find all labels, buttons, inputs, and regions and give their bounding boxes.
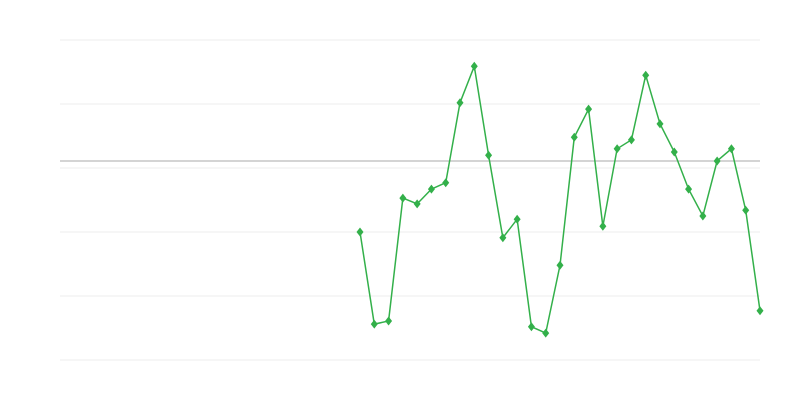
data-point [556, 260, 564, 270]
data-point [713, 156, 721, 166]
data-point [385, 316, 393, 326]
data-point [485, 150, 493, 160]
data-point [427, 184, 435, 194]
series-line [359, 63, 761, 335]
data-point [613, 144, 621, 154]
data-point [599, 221, 607, 231]
data-point [670, 147, 678, 157]
data-point [727, 144, 735, 154]
data-point [542, 328, 550, 338]
data-point [570, 132, 578, 142]
data-point [499, 233, 507, 243]
data-point [470, 61, 478, 71]
data-point [513, 214, 521, 224]
gridlines [60, 39, 760, 361]
data-point [456, 98, 464, 108]
data-point [527, 322, 535, 332]
data-point [399, 193, 407, 203]
data-point [685, 184, 693, 194]
data-point [356, 227, 364, 237]
data-point [370, 319, 378, 329]
data-point [656, 119, 664, 129]
data-point [742, 205, 750, 215]
data-point [756, 306, 764, 316]
data-point [699, 211, 707, 221]
series-markers [356, 61, 764, 338]
data-point [413, 199, 421, 209]
data-point [442, 178, 450, 188]
series-line-group [359, 63, 761, 335]
data-point [642, 70, 650, 80]
data-point [585, 104, 593, 114]
data-point [627, 135, 635, 145]
